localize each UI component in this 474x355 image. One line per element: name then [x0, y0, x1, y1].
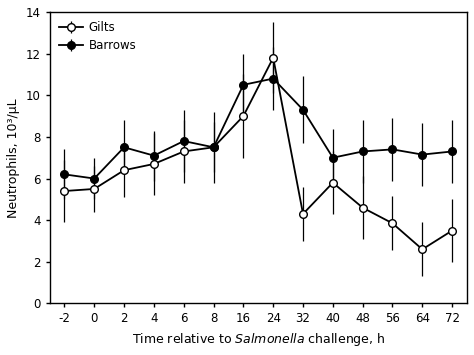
- Y-axis label: Neutrophils, 10³/μL: Neutrophils, 10³/μL: [7, 98, 20, 218]
- X-axis label: Time relative to $\it{Salmonella}$ challenge, h: Time relative to $\it{Salmonella}$ chall…: [132, 331, 385, 348]
- Legend: Gilts, Barrows: Gilts, Barrows: [55, 18, 140, 56]
